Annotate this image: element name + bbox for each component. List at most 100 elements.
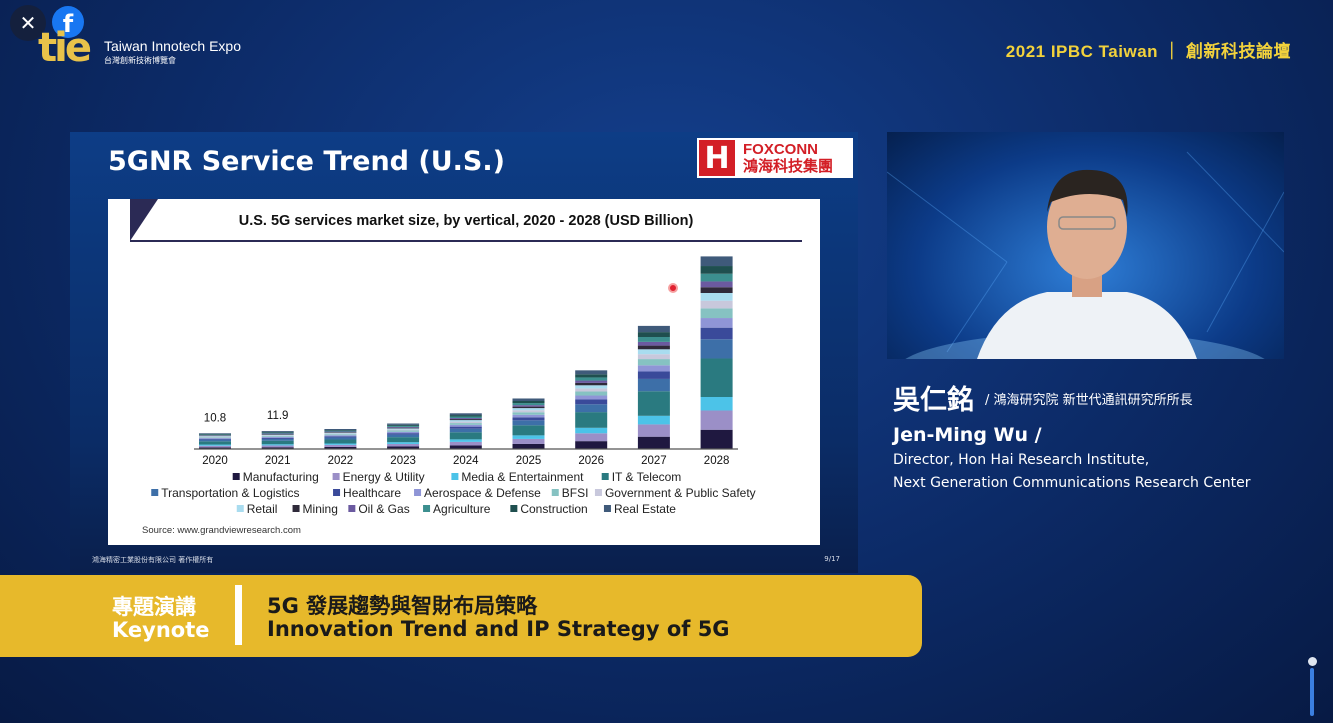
legend-label: Oil & Gas	[358, 502, 409, 516]
bar-segment	[449, 420, 482, 422]
bar-segment	[575, 399, 608, 405]
legend-row: Retail Mining Oil & Gas Agriculture Construc…	[236, 502, 676, 516]
bar-segment	[449, 439, 482, 442]
bar-segment	[324, 432, 357, 434]
bar-segment	[261, 437, 294, 439]
bar-segment	[637, 378, 670, 392]
legend-label: Real Estate	[614, 502, 676, 516]
bar-segment	[637, 337, 670, 342]
bar-segment	[575, 382, 608, 386]
data-label: 10.8	[204, 412, 226, 424]
bar-segment	[637, 371, 670, 379]
bar-segment	[324, 443, 357, 445]
banner-divider	[235, 585, 242, 645]
bar-segment	[575, 433, 608, 442]
x-tick-label: 2023	[390, 455, 416, 467]
slide-page-number: 9/17	[824, 555, 840, 563]
x-tick-label: 2024	[453, 455, 479, 467]
bar-segment	[324, 444, 357, 447]
scrollbar[interactable]	[1310, 668, 1314, 716]
bar-segment	[261, 435, 294, 437]
legend-swatch	[603, 505, 611, 512]
bar-segment	[449, 428, 482, 433]
bar-segment	[700, 397, 733, 411]
bar-segment	[700, 256, 733, 267]
bar-segment	[387, 430, 420, 432]
legend-label: IT & Telecom	[612, 470, 682, 484]
legend-swatch	[232, 473, 240, 480]
bar-segment	[449, 441, 482, 446]
bar-segment	[324, 429, 357, 431]
bar-segment	[575, 441, 608, 449]
bar-segment	[700, 273, 733, 282]
bar-segment	[700, 293, 733, 301]
bar-segment	[512, 412, 545, 415]
bar-segment	[512, 417, 545, 421]
bar-segment	[324, 435, 357, 437]
bar-segment	[199, 441, 231, 445]
bar-segment	[575, 370, 608, 375]
slide-title: 5GNR Service Trend (U.S.)	[108, 146, 505, 177]
bar-segment	[449, 423, 482, 425]
bar-segment	[512, 443, 545, 449]
bar-segment	[387, 434, 420, 438]
expo-name-zh: 台灣創新技術博覽會	[104, 56, 176, 65]
bar-segment	[637, 365, 670, 372]
event-title: 2021 IPBC Taiwan ｜ 創新科技論壇	[1005, 42, 1291, 61]
slide-footer: 鴻海精密工業股份有限公司 著作權所有	[92, 556, 214, 564]
bar-segment	[700, 339, 733, 359]
bar-segment	[199, 433, 231, 435]
bar-segment	[199, 438, 231, 439]
bar-segment	[512, 403, 545, 406]
bar-segment	[324, 432, 357, 433]
bar-segment	[575, 374, 608, 378]
bar-segment	[512, 405, 545, 407]
bar-segment	[387, 423, 420, 425]
bar-segment	[637, 415, 670, 425]
bar-segment	[199, 444, 231, 446]
bar-segment	[449, 415, 482, 417]
bar-segment	[387, 443, 420, 447]
bar-segment	[324, 434, 357, 436]
bar-segment	[512, 410, 545, 413]
keynote-banner: 專題演講 Keynote 5G 發展趨勢與智財布局策略 Innovation T…	[0, 575, 922, 657]
scroll-handle[interactable]	[1308, 657, 1317, 666]
bar-segment	[199, 436, 231, 437]
foxconn-name-zh: 鴻海科技集團	[743, 158, 834, 175]
pointer-dot	[668, 283, 678, 293]
bar-segment	[512, 420, 545, 426]
expo-name: Taiwan Innotech Expo	[104, 38, 241, 54]
bar-segment	[700, 300, 733, 309]
bar-segment	[700, 358, 733, 397]
legend-label: Mining	[303, 502, 338, 516]
close-button[interactable]: ✕	[10, 5, 46, 41]
bar-segment	[700, 410, 733, 430]
bar-segment	[575, 380, 608, 383]
bar-segment	[199, 436, 231, 438]
bar-segment	[700, 281, 733, 288]
x-tick-label: 2021	[265, 455, 291, 467]
legend-label: Media & Entertainment	[461, 470, 584, 484]
speaker-image	[887, 151, 1284, 359]
bar-segment	[261, 440, 294, 445]
legend-swatch	[332, 473, 340, 480]
bar-segment	[324, 430, 357, 431]
bar-segment	[512, 425, 545, 436]
bar-segment	[387, 425, 420, 427]
bar-segment	[324, 436, 357, 438]
legend-label: Healthcare	[343, 486, 401, 500]
legend-label: Energy & Utility	[343, 470, 425, 484]
bar-segment	[387, 442, 420, 444]
bar-segment	[512, 406, 545, 409]
bar-segment	[387, 431, 420, 434]
legend-swatch	[594, 489, 602, 496]
bar-segment	[575, 412, 608, 428]
bar-segment	[700, 308, 733, 319]
bar-segment	[575, 395, 608, 400]
bar-segment	[512, 438, 545, 444]
bar-segment	[261, 434, 294, 435]
bar-segment	[637, 391, 670, 416]
bar-segment	[199, 434, 231, 436]
bar-segment	[449, 418, 482, 420]
bar-segment	[637, 325, 670, 333]
